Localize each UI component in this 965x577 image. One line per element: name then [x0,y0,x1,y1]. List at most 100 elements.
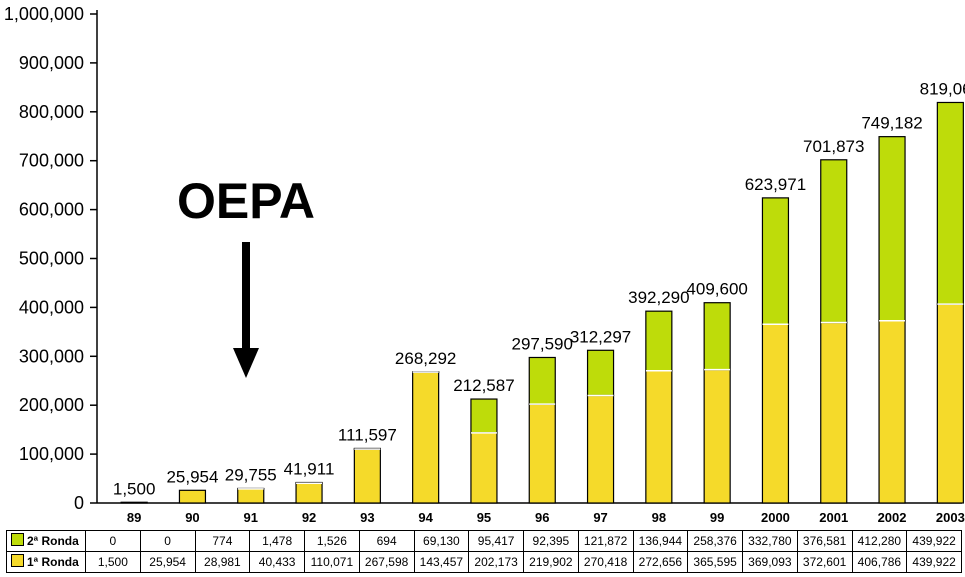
x-tick-label: 2000 [761,510,790,525]
table-row: 2ª Ronda 0 0 774 1,478 1,526 694 69,130 95,417 92… [6,530,962,552]
bar-total-label: 297,590 [512,334,573,353]
bar-2a-ronda [761,197,790,325]
bar-2a-ronda [470,398,498,434]
x-tick-label: 2003 [936,510,965,525]
table-cell: 272,656 [632,551,689,573]
bar-1a-ronda [703,369,731,504]
table-cell: 69,130 [413,530,470,552]
bar-total-label: 623,971 [745,175,806,194]
table-cell: 92,395 [523,530,579,552]
table-cell: 121,872 [577,530,634,552]
table-cell: 267,598 [358,551,415,573]
legend-label: 2ª Ronda [27,534,79,548]
table-cell: 406,786 [851,551,908,573]
labels: 1,500 89 25,954 90 29,755 91 41,911 92 111,597 93… [113,79,965,525]
x-tick-label: 95 [477,510,491,525]
table-cell: 95,417 [468,530,524,552]
table-cell: 376,581 [796,530,853,552]
y-axis: 0 100,000 200,000 300,000 400,000 500,000 600,… [4,4,962,513]
bar-1a-ronda [820,321,848,504]
x-tick-label: 90 [185,510,199,525]
table-cell: 412,280 [851,530,908,552]
bar-total-label: 25,954 [166,467,218,486]
y-tick-label: 700,000 [19,151,84,171]
stacked-bar-chart: 0 100,000 200,000 300,000 400,000 500,000 600,… [4,4,965,525]
bar-total-label: 111,597 [338,425,397,444]
data-table: 2ª Ronda 0 0 774 1,478 1,526 694 69,130 95,417 92… [6,530,962,573]
bar-2a-ronda [703,302,731,371]
table-cell: 439,922 [906,530,962,552]
table-cell: 202,173 [468,551,524,573]
y-tick-label: 0 [74,493,84,513]
table-cell: 143,457 [413,551,470,573]
bar-total-label: 41,911 [284,460,335,479]
bar-1a-ronda [936,303,964,504]
oepa-annotation: OEPA [177,173,315,229]
bar-total-label: 268,292 [395,349,456,368]
bar-total-label: 29,755 [225,465,277,484]
bar-1a-ronda [470,432,498,504]
bar-1a-ronda [761,323,790,504]
bar-2a-ronda [820,159,848,324]
bar-1a-ronda [295,482,323,504]
bar-1a-ronda [645,370,673,504]
table-cell: 110,071 [304,551,360,573]
bar-total-label: 819,066 [920,79,965,98]
bar-2a-ronda [586,349,615,397]
bar-1a-ronda [120,501,148,504]
bar-total-label: 312,297 [570,327,631,346]
bar-1a-ronda [237,488,265,504]
y-tick-label: 600,000 [19,200,84,220]
bar-1a-ronda [878,320,906,504]
bars [120,101,964,504]
bar-1a-ronda [528,403,556,504]
bar-total-label: 749,182 [861,114,922,133]
bar-1a-ronda [353,448,381,504]
table-cell: 1,526 [304,530,360,552]
table-cell: 1,500 [85,551,141,573]
x-tick-label: 98 [652,510,666,525]
table-cell: 694 [358,530,415,552]
legend-swatch [11,533,24,546]
bar-2a-ronda [878,136,906,322]
x-tick-label: 89 [127,510,141,525]
table-cell: 0 [139,530,196,552]
down-arrow-icon [233,348,259,378]
row-legend: 2ª Ronda [6,530,86,552]
y-tick-label: 100,000 [19,444,84,464]
table-cell: 439,922 [906,551,962,573]
bar-1a-ronda [178,489,207,504]
x-tick-label: 97 [593,510,607,525]
bar-1a-ronda [586,394,615,504]
row-legend: 1ª Ronda [6,551,86,573]
table-cell: 774 [194,530,251,552]
bar-total-label: 409,600 [686,280,747,299]
x-tick-label: 2001 [819,510,848,525]
table-cell: 219,902 [523,551,579,573]
table-cell: 136,944 [632,530,689,552]
bar-total-label: 701,873 [803,137,864,156]
annotation: OEPA [177,173,315,378]
table-cell: 1,478 [249,530,305,552]
x-tick-label: 99 [710,510,724,525]
table-cell: 258,376 [687,530,743,552]
legend-swatch [11,554,24,567]
y-tick-label: 300,000 [19,346,84,366]
y-tick-label: 400,000 [19,297,84,317]
x-tick-label: 94 [418,510,433,525]
bar-total-label: 1,500 [113,479,156,498]
bar-total-label: 392,290 [628,288,689,307]
table-cell: 25,954 [139,551,196,573]
x-tick-label: 93 [360,510,374,525]
table-cell: 372,601 [796,551,853,573]
x-tick-label: 96 [535,510,549,525]
y-tick-label: 800,000 [19,102,84,122]
down-arrow-shaft [242,242,250,350]
table-cell: 28,981 [194,551,251,573]
bar-2a-ronda [936,101,964,305]
y-tick-label: 200,000 [19,395,84,415]
x-tick-label: 91 [244,510,258,525]
table-cell: 365,595 [687,551,743,573]
bar-2a-ronda [645,310,673,372]
table-row: 1ª Ronda 1,500 25,954 28,981 40,433 110,071 26… [6,551,962,573]
